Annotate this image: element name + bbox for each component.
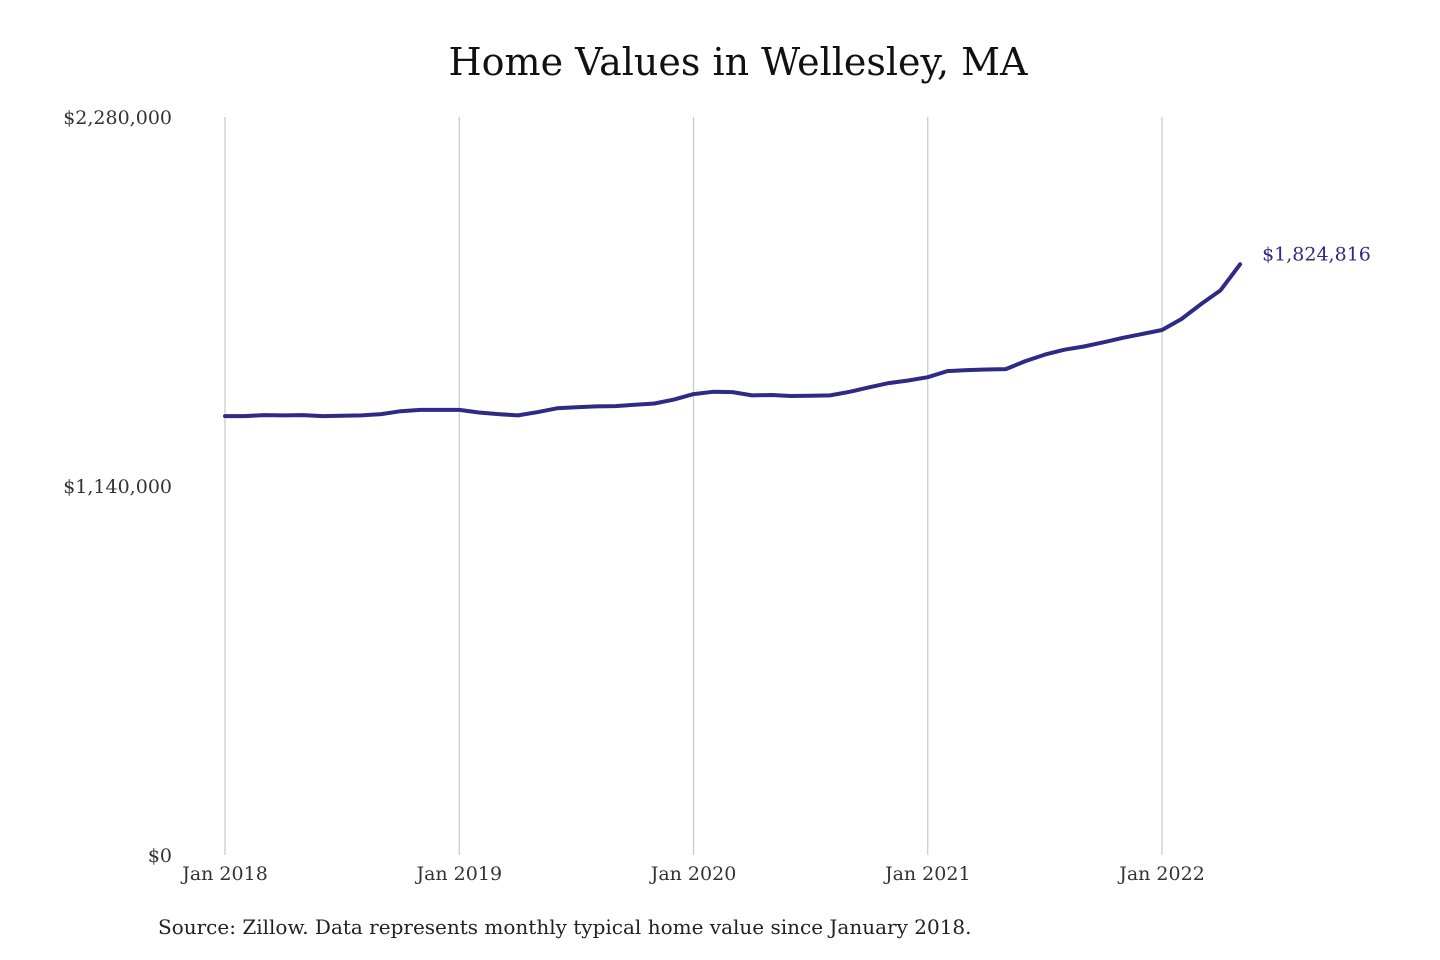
gridlines xyxy=(224,117,1163,855)
series-line xyxy=(223,262,1243,419)
x-tick-label: Jan 2020 xyxy=(649,863,737,885)
y-tick-label: $2,280,000 xyxy=(63,107,172,129)
chart-title: Home Values in Wellesley, MA xyxy=(448,40,1028,84)
y-axis-ticks: $0 $1,140,000 $2,280,000 xyxy=(63,107,172,867)
source-note: Source: Zillow. Data represents monthly … xyxy=(158,915,972,939)
x-tick-label: Jan 2018 xyxy=(180,863,268,885)
end-value-label: $1,824,816 xyxy=(1262,243,1371,265)
y-tick-label: $0 xyxy=(148,845,172,867)
x-axis-ticks: Jan 2018 Jan 2019 Jan 2020 Jan 2021 Jan 2022 xyxy=(180,863,1205,885)
x-tick-label: Jan 2019 xyxy=(414,863,502,885)
x-tick-label: Jan 2022 xyxy=(1117,863,1205,885)
series-group xyxy=(223,262,1243,419)
x-tick-label: Jan 2021 xyxy=(883,863,971,885)
y-tick-label: $1,140,000 xyxy=(63,476,172,498)
